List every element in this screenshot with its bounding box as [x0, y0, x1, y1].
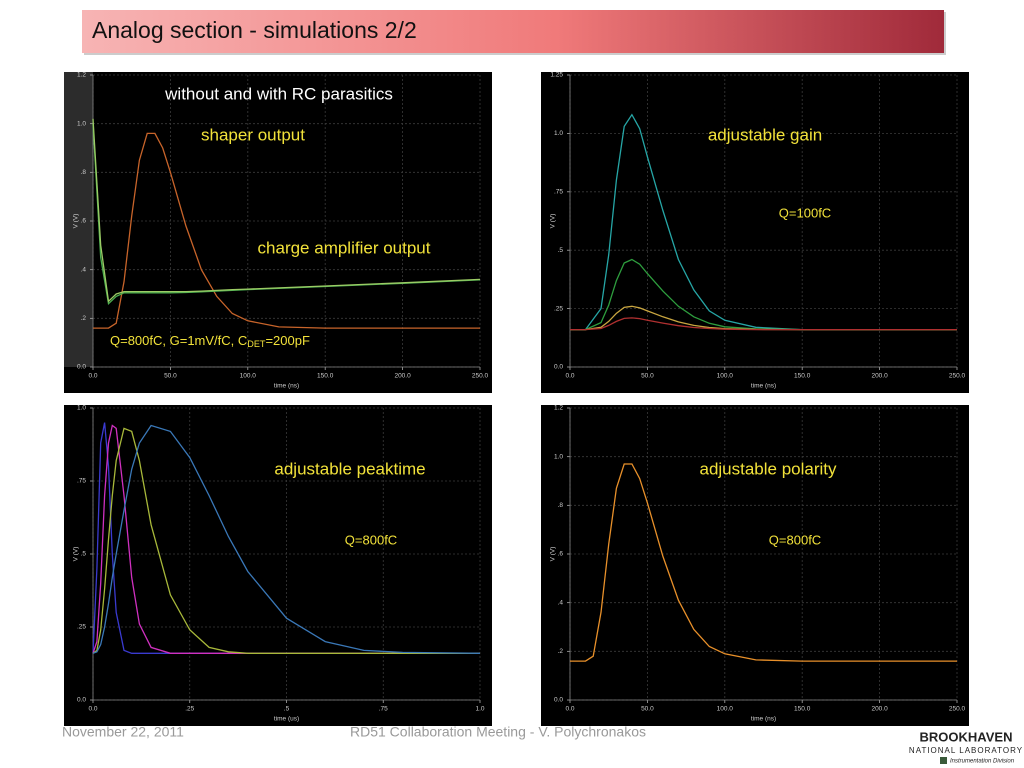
x-tick-label: 150.0: [794, 373, 811, 380]
y-tick-label: .6: [558, 551, 564, 558]
y-tick-label: .75: [554, 189, 563, 196]
chart-panel: 0.0 .2 .4 .6 .8 1.0 1.2 0.0 50.0 100.0 150.0 200.0 2…: [541, 405, 969, 726]
x-tick-label: 50.0: [164, 373, 177, 380]
panel-bg: [64, 72, 492, 393]
y-axis-title: V (V): [73, 547, 80, 562]
annotation: Q=800fC: [769, 532, 821, 547]
x-tick-label: 200.0: [871, 373, 888, 380]
title-bar: [82, 10, 944, 53]
y-axis-title: V (V): [550, 214, 557, 229]
x-tick-label: .5: [284, 706, 290, 713]
logo-name: BROOKHAVEN: [920, 729, 1013, 744]
y-tick-label: .2: [81, 315, 87, 322]
series-line: [93, 132, 480, 329]
y-tick-label: 1.0: [554, 130, 563, 137]
panel-bg: [541, 405, 969, 726]
y-tick-label: 1.2: [77, 72, 86, 79]
series-line: [570, 113, 957, 331]
x-tick-label: 100.0: [717, 373, 734, 380]
y-tick-label: .8: [81, 169, 87, 176]
x-tick-label: 200.0: [394, 373, 411, 380]
annotation: Q=100fC: [779, 205, 831, 220]
x-tick-label: 100.0: [240, 373, 257, 380]
series-line: [92, 427, 480, 654]
annotation: Q=800fC: [345, 532, 397, 547]
y-tick-label: 0.0: [77, 697, 86, 704]
annotation: Q=800fC, G=1mV/fC, CDET=200pF: [110, 333, 310, 349]
y-tick-label: .25: [77, 624, 86, 631]
x-tick-label: 0.0: [88, 373, 97, 380]
x-axis-title: time (ns): [274, 383, 299, 390]
x-axis-title: time (us): [274, 716, 299, 723]
y-tick-label: .25: [554, 305, 563, 312]
charts: 0.0 .2 .4 .6 .8 1.0 1.2 0.0 50.0 100.0 150.0 200.0 2…: [64, 72, 969, 726]
logo-division: Instrumentation Division: [950, 759, 1015, 765]
annotation: adjustable gain: [708, 125, 822, 144]
y-tick-label: 1.0: [77, 120, 86, 127]
panel-bg: [64, 405, 492, 726]
annotation: without and with RC parasitics: [164, 84, 393, 103]
x-tick-label: 1.0: [475, 706, 484, 713]
chart-panel: 0.0 .25 .5 .75 1.0 0.0 .25 .5 .75 1.0 time (us) V (…: [64, 405, 492, 726]
chart-panel: 0.0 .2 .4 .6 .8 1.0 1.2 0.0 50.0 100.0 150.0 200.0 2…: [64, 72, 492, 393]
x-tick-label: 50.0: [641, 706, 654, 713]
footer-date: November 22, 2011: [62, 724, 184, 740]
y-tick-label: 1.2: [554, 405, 563, 412]
annotation: adjustable polarity: [699, 459, 837, 478]
y-axis-title: V (V): [73, 214, 80, 229]
panel-bg: [541, 72, 969, 393]
x-tick-label: 250.0: [472, 373, 489, 380]
y-axis-title: V (V): [550, 547, 557, 562]
y-tick-label: .2: [558, 648, 564, 655]
x-tick-label: 0.0: [88, 706, 97, 713]
chart-panel: 0.0 .25 .5 .75 1.0 1.25 0.0 50.0 100.0 150.0 200.0…: [541, 72, 969, 393]
series-line: [570, 317, 957, 331]
axis-strip: [64, 72, 93, 367]
footer-center: RD51 Collaboration Meeting - V. Polychro…: [350, 724, 646, 740]
x-tick-label: 250.0: [949, 706, 966, 713]
subscript: DET: [247, 339, 266, 349]
y-tick-label: .8: [558, 502, 564, 509]
logo-sub: NATIONAL LABORATORY: [909, 746, 1023, 755]
x-tick-label: 0.0: [565, 373, 574, 380]
y-tick-label: 1.25: [550, 72, 563, 79]
annotation-part: =200pF: [265, 333, 310, 348]
y-tick-label: .4: [558, 599, 564, 606]
annotation: charge amplifier output: [258, 238, 431, 257]
y-tick-label: .75: [77, 478, 86, 485]
x-tick-label: 150.0: [794, 706, 811, 713]
y-tick-label: 0.0: [554, 697, 563, 704]
slide-title: Analog section - simulations 2/2: [92, 17, 417, 43]
annotation: adjustable peaktime: [274, 459, 425, 478]
x-axis-title: time (ns): [751, 383, 776, 390]
annotation-part: Q=800fC, G=1mV/fC, C: [110, 333, 247, 348]
x-tick-label: 150.0: [317, 373, 334, 380]
x-tick-label: 100.0: [717, 706, 734, 713]
x-tick-label: 50.0: [641, 373, 654, 380]
series-line: [570, 463, 957, 662]
y-tick-label: .5: [81, 551, 87, 558]
x-tick-label: 200.0: [871, 706, 888, 713]
y-tick-label: .6: [81, 218, 87, 225]
logo-icon: [940, 757, 947, 764]
series-line: [92, 118, 481, 303]
x-tick-label: .75: [379, 706, 388, 713]
y-tick-label: 1.0: [554, 453, 563, 460]
x-tick-label: .25: [185, 706, 194, 713]
series-line: [92, 424, 481, 654]
x-axis-title: time (ns): [751, 716, 776, 723]
x-tick-label: 0.0: [565, 706, 574, 713]
y-tick-label: 0.0: [554, 364, 563, 371]
y-tick-label: .4: [81, 266, 87, 273]
y-tick-label: .5: [558, 247, 564, 254]
annotation: shaper output: [201, 125, 305, 144]
x-tick-label: 250.0: [949, 373, 966, 380]
y-tick-label: 0.0: [77, 364, 86, 371]
y-tick-label: 1.0: [77, 405, 86, 412]
